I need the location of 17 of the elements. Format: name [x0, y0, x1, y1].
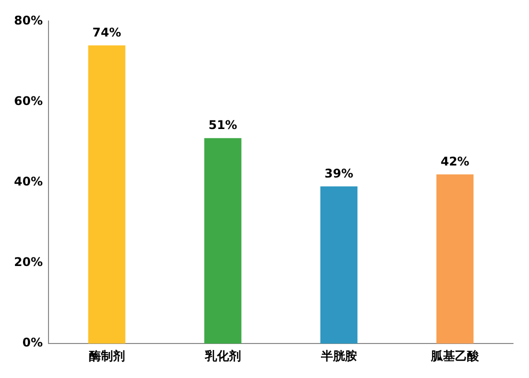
data-label: 51% — [208, 118, 238, 132]
y-tick-label: 40% — [14, 174, 43, 189]
y-tick-label: 0% — [22, 336, 43, 350]
x-tick-label: 半胱胺 — [320, 348, 357, 363]
y-tick-label: 20% — [14, 255, 43, 270]
bar — [88, 45, 126, 344]
bar — [436, 174, 474, 344]
x-tick-label: 酶制剂 — [88, 348, 125, 363]
data-label: 42% — [440, 154, 470, 168]
data-label: 74% — [92, 26, 122, 40]
x-tick-label: 乳化剂 — [204, 348, 241, 363]
y-tick-label: 60% — [14, 94, 43, 108]
bar — [204, 138, 242, 344]
x-tick-label: 胍基乙酸 — [430, 348, 480, 363]
bar — [320, 186, 358, 344]
y-tick-label: 80% — [14, 13, 43, 28]
data-label: 39% — [324, 166, 354, 181]
